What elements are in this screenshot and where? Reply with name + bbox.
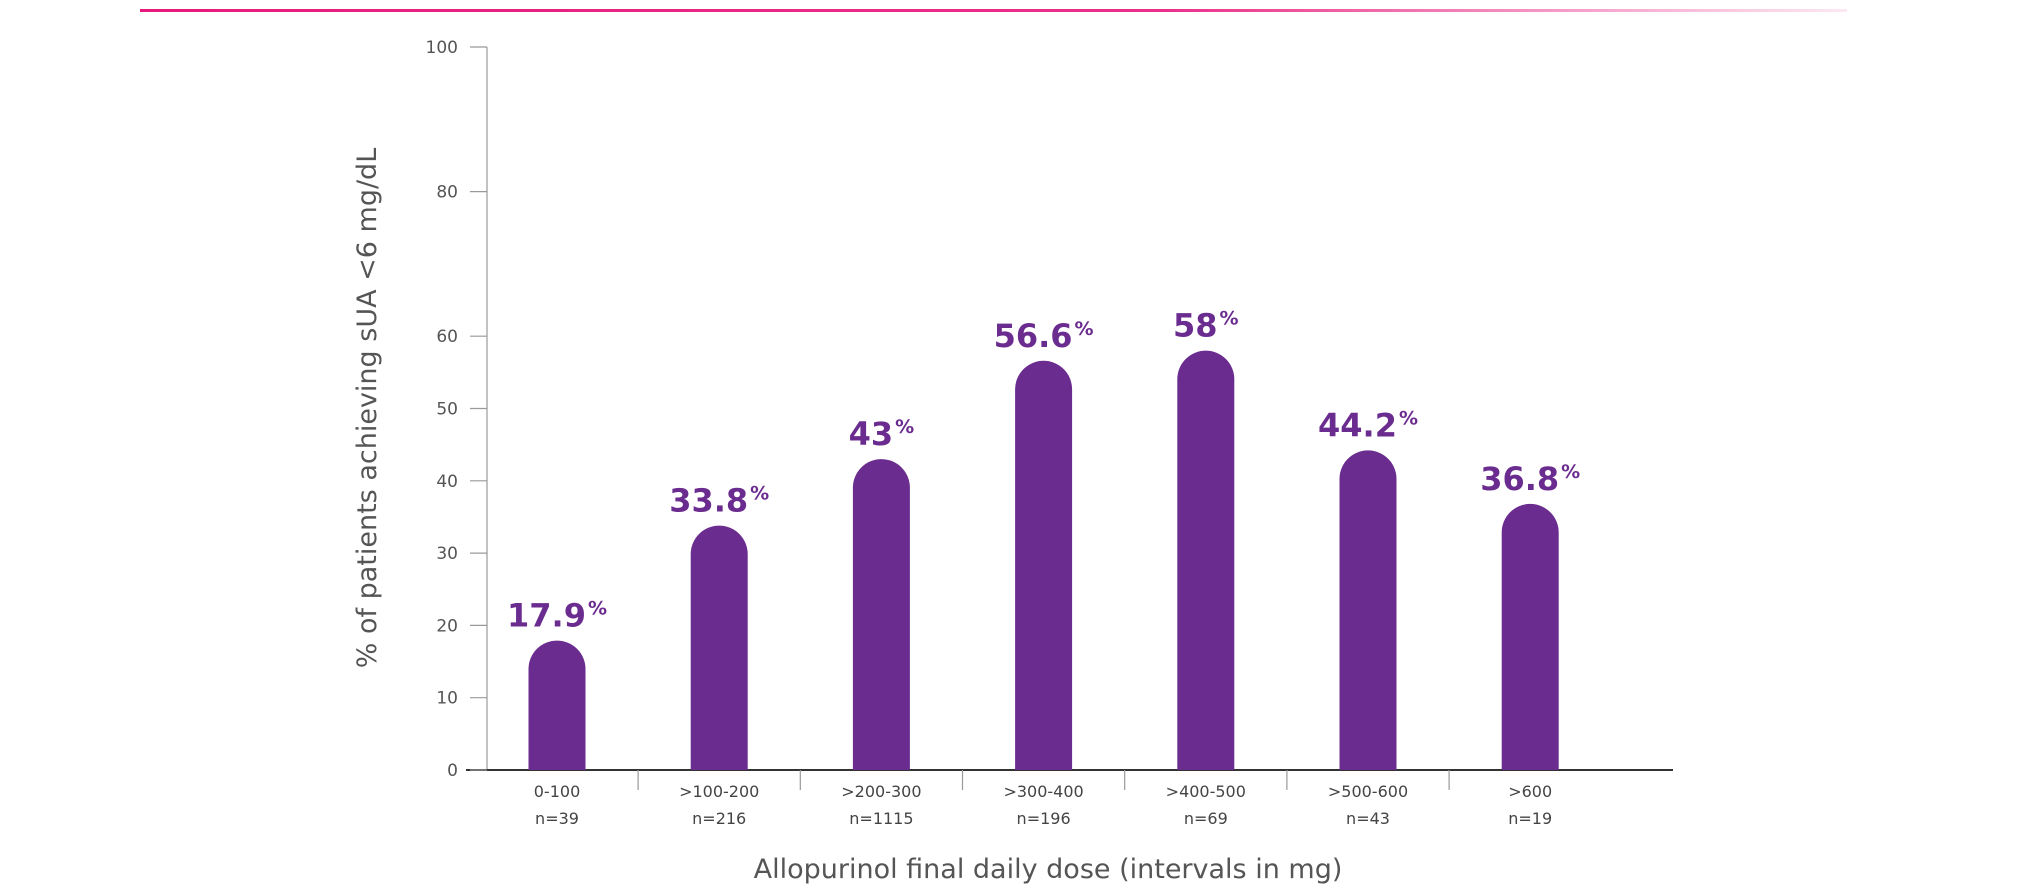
y-tick-label: 20 — [436, 616, 458, 636]
sample-size-label: n=69 — [1184, 809, 1228, 828]
value-label: 17.9% — [507, 597, 607, 635]
sample-size-label: n=39 — [535, 809, 579, 828]
x-axis-label: Allopurinol final daily dose (intervals … — [754, 854, 1343, 885]
bar — [528, 640, 586, 770]
y-axis-label: % of patients achieving sUA <6 mg/dL — [352, 148, 383, 669]
x-tick-label: 0-100 — [534, 782, 581, 801]
y-tick-label: 60 — [436, 327, 458, 347]
accent-line — [140, 9, 1847, 12]
x-tick-label: >300-400 — [1003, 782, 1083, 801]
y-tick-label: 10 — [436, 689, 458, 709]
bar — [1501, 503, 1559, 770]
value-label: 44.2% — [1318, 406, 1418, 444]
y-tick-label: 50 — [436, 400, 458, 420]
bar — [690, 525, 748, 770]
bar — [852, 459, 910, 770]
x-tick-label: >200-300 — [841, 782, 921, 801]
bar — [1015, 360, 1073, 770]
bar — [1339, 450, 1397, 770]
sample-size-label: n=196 — [1017, 809, 1071, 828]
sample-size-label: n=43 — [1346, 809, 1390, 828]
bar — [1177, 350, 1235, 770]
sample-size-label: n=1115 — [849, 809, 913, 828]
y-tick-label: 100 — [426, 38, 458, 58]
sample-size-label: n=216 — [692, 809, 746, 828]
value-label: 56.6% — [994, 317, 1094, 355]
value-label: 43% — [849, 415, 915, 453]
x-tick-label: >500-600 — [1328, 782, 1408, 801]
x-tick-label: >100-200 — [679, 782, 759, 801]
x-tick-label: >600 — [1508, 782, 1552, 801]
y-tick-label: 30 — [436, 544, 458, 564]
value-label: 33.8% — [669, 482, 769, 520]
y-tick-label: 0 — [447, 761, 458, 781]
sample-size-label: n=19 — [1508, 809, 1552, 828]
y-tick-label: 40 — [436, 472, 458, 492]
value-label: 58% — [1173, 307, 1239, 345]
x-tick-label: >400-500 — [1166, 782, 1246, 801]
y-tick-label: 80 — [436, 183, 458, 203]
value-label: 36.8% — [1480, 460, 1580, 498]
